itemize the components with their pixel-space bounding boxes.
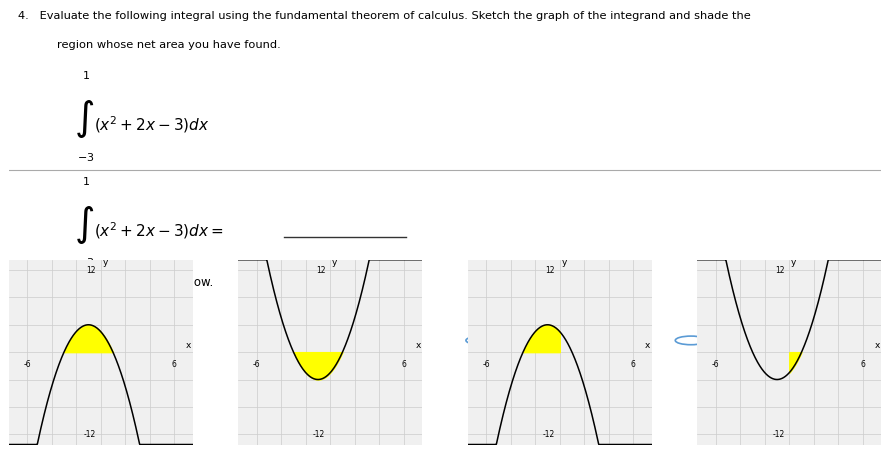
- Text: x: x: [645, 342, 651, 351]
- Text: 6: 6: [631, 361, 635, 370]
- Text: y: y: [791, 258, 797, 267]
- Text: y: y: [102, 258, 108, 267]
- Text: C.: C.: [498, 334, 513, 348]
- Text: 12: 12: [546, 265, 554, 274]
- Text: 12: 12: [775, 265, 784, 274]
- Text: -6: -6: [712, 361, 720, 370]
- Text: 6: 6: [861, 361, 865, 370]
- Text: y: y: [332, 258, 337, 267]
- Text: $\int$: $\int$: [75, 98, 94, 140]
- Text: $\int$: $\int$: [75, 203, 94, 246]
- Text: $\left(x^2+2x-3\right)dx$: $\left(x^2+2x-3\right)dx$: [94, 114, 210, 135]
- Text: A.: A.: [61, 334, 77, 348]
- Text: -6: -6: [23, 361, 31, 370]
- Text: $-3$: $-3$: [77, 151, 94, 163]
- Text: -12: -12: [543, 430, 554, 439]
- Text: 12: 12: [316, 265, 326, 274]
- Text: 6: 6: [172, 361, 176, 370]
- Text: x: x: [416, 342, 421, 351]
- Text: y: y: [562, 258, 567, 267]
- Text: region whose net area you have found.: region whose net area you have found.: [57, 40, 280, 50]
- Text: -12: -12: [84, 430, 96, 439]
- Text: $-3$: $-3$: [77, 256, 94, 269]
- Text: x: x: [875, 342, 880, 351]
- Text: -12: -12: [313, 430, 326, 439]
- Text: $\left(x^2+2x-3\right)dx=$: $\left(x^2+2x-3\right)dx=$: [94, 220, 224, 241]
- Text: 1: 1: [83, 71, 90, 81]
- Text: Choose the correct sketch below.: Choose the correct sketch below.: [18, 276, 213, 289]
- Text: 6: 6: [401, 361, 406, 370]
- Text: 1: 1: [83, 177, 90, 187]
- Text: 4.   Evaluate the following integral using the fundamental theorem of calculus. : 4. Evaluate the following integral using…: [18, 11, 750, 22]
- Text: x: x: [186, 342, 191, 351]
- Text: -12: -12: [773, 430, 784, 439]
- Text: D.: D.: [707, 334, 724, 348]
- Text: -6: -6: [253, 361, 261, 370]
- Text: 12: 12: [86, 265, 96, 274]
- Text: -6: -6: [482, 361, 490, 370]
- Text: B.: B.: [279, 334, 295, 348]
